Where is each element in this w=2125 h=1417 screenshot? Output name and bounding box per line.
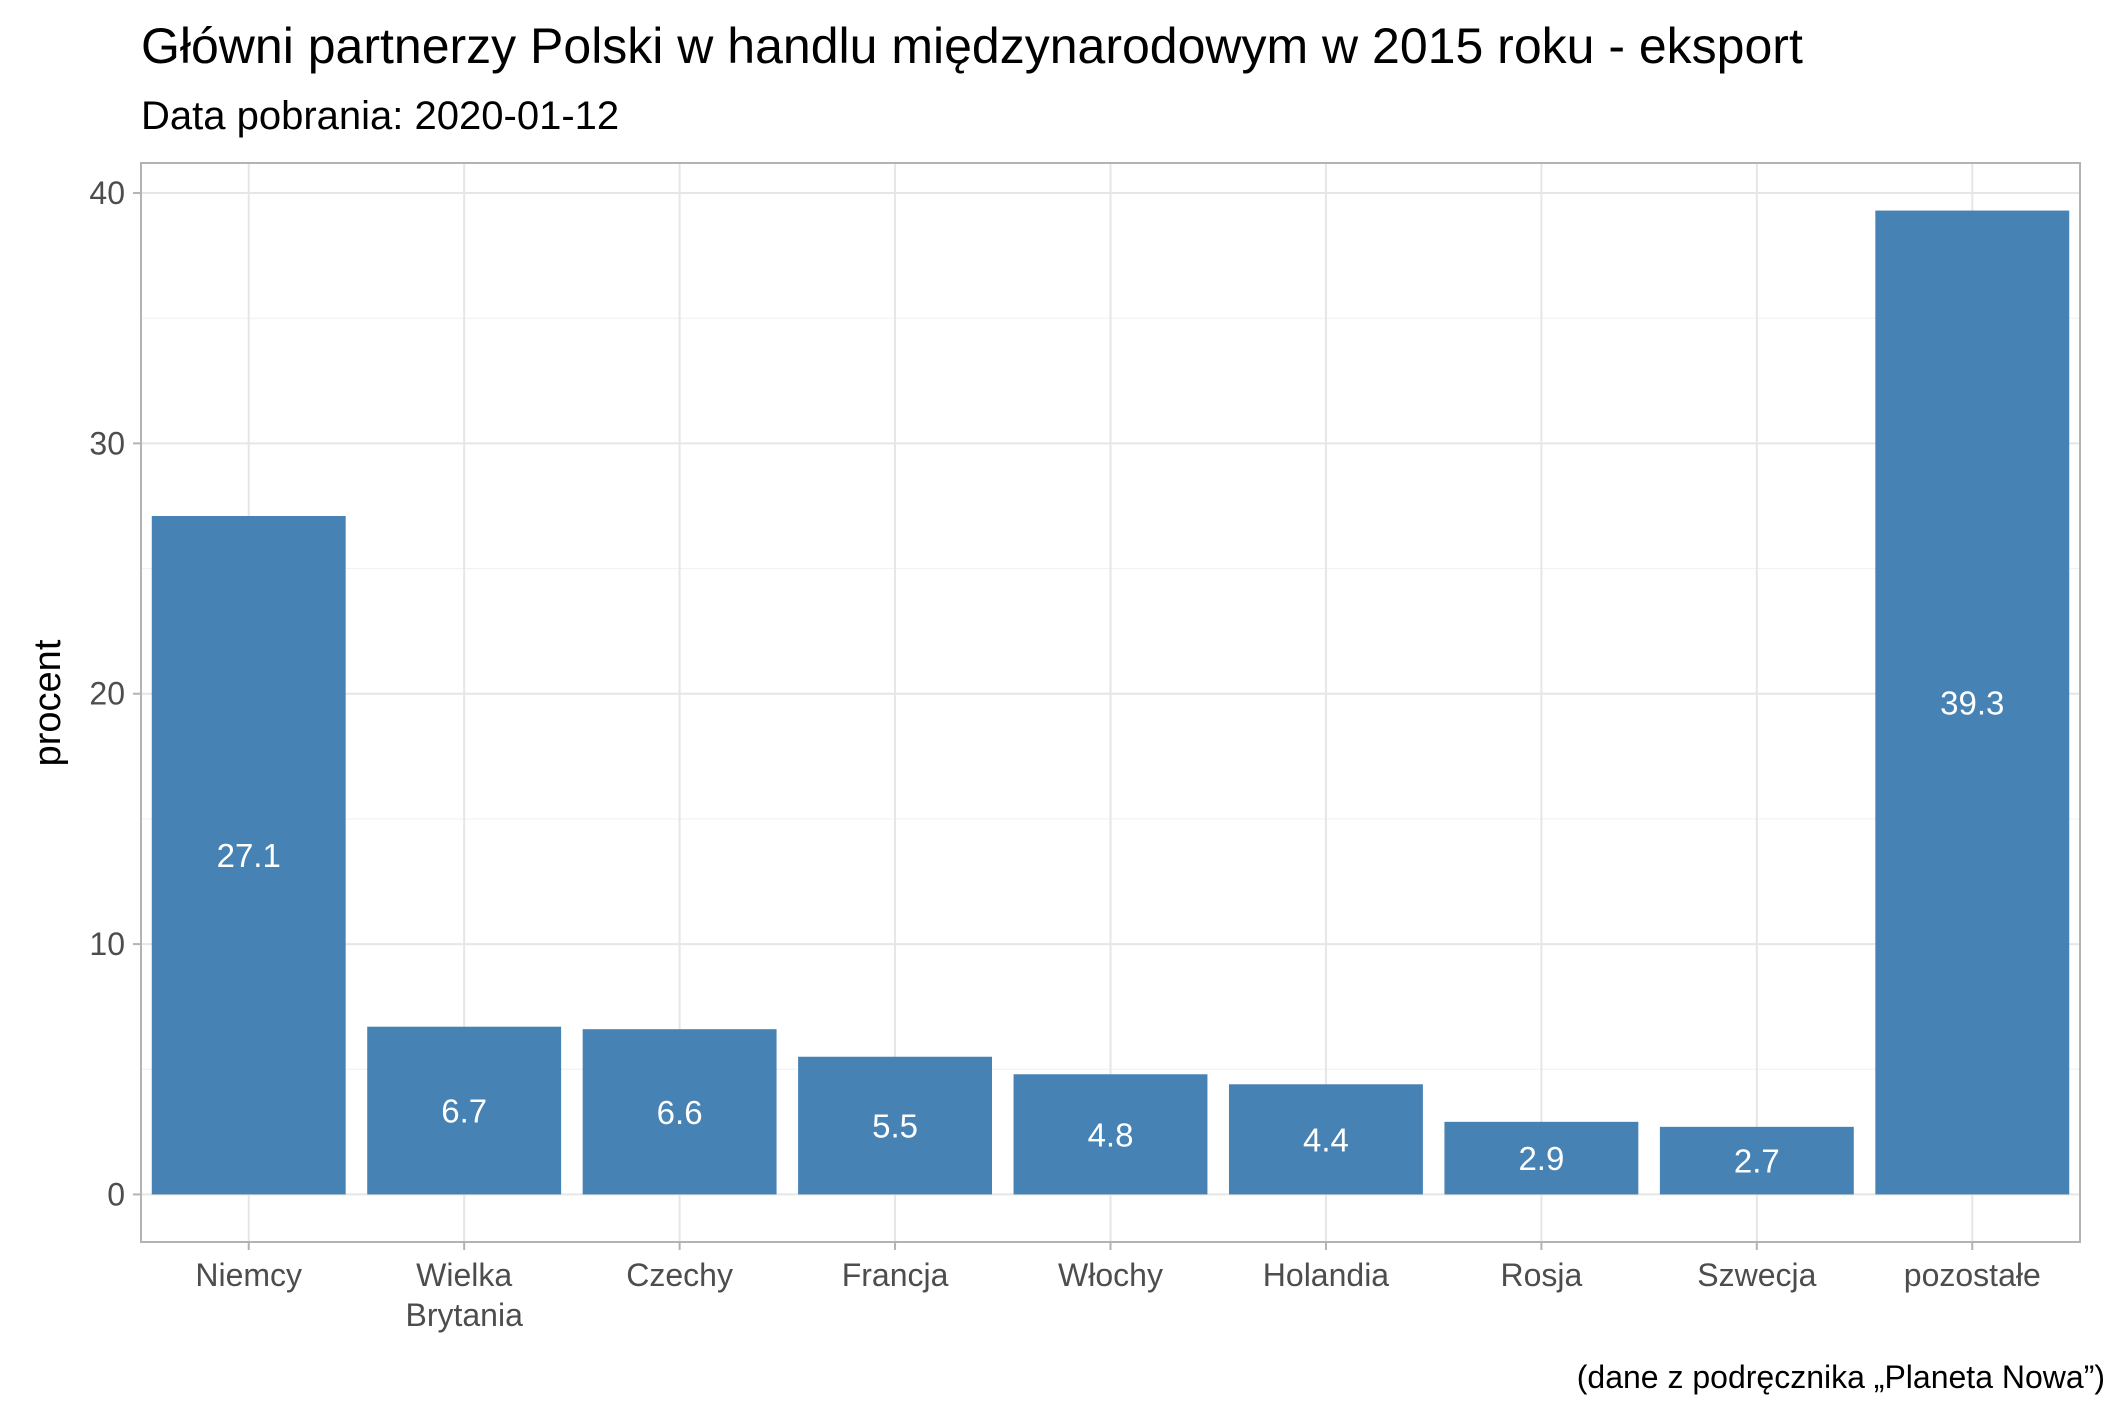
x-tick-label: Niemcy [195, 1257, 302, 1293]
y-axis: 0 10 20 30 40 [89, 175, 141, 1212]
bar-value-label: 4.4 [1303, 1121, 1349, 1158]
chart-subtitle: Data pobrania: 2020-01-12 [141, 94, 619, 138]
chart-caption: (dane z podręcznika „Planeta Nowa”) [1577, 1359, 2105, 1395]
x-tick-label: Włochy [1058, 1257, 1163, 1293]
x-tick-label: Rosja [1500, 1257, 1582, 1293]
bar [1875, 210, 2070, 1195]
bar [798, 1056, 993, 1195]
chart-title: Główni partnerzy Polski w handlu międzyn… [141, 18, 1803, 74]
bar-value-label: 4.8 [1088, 1116, 1134, 1153]
bars [151, 210, 2070, 1195]
bar [151, 515, 346, 1195]
bar [582, 1029, 777, 1195]
y-tick-label: 30 [89, 425, 125, 461]
x-tick-label: Wielka Brytania [405, 1257, 523, 1333]
y-tick-label: 10 [89, 926, 125, 962]
x-axis: Niemcy Wielka Brytania Czechy Francja Włochy H… [195, 1242, 2041, 1333]
bar [367, 1026, 562, 1195]
bar [1659, 1126, 1854, 1195]
bar-value-label: 6.6 [657, 1094, 703, 1131]
bar-value-label: 2.7 [1734, 1143, 1780, 1180]
x-tick-label: Francja [842, 1257, 949, 1293]
bar-value-label: 27.1 [217, 837, 281, 874]
x-tick-label: pozostałe [1904, 1257, 2041, 1293]
bar-value-label: 5.5 [872, 1108, 918, 1145]
y-tick-label: 20 [89, 676, 125, 712]
bar-value-label: 2.9 [1518, 1140, 1564, 1177]
y-tick-label: 40 [89, 175, 125, 211]
bar-value-label: 39.3 [1940, 685, 2004, 722]
x-tick-label: Szwecja [1697, 1257, 1816, 1293]
x-tick-label: Czechy [626, 1257, 733, 1293]
bar [1228, 1084, 1423, 1195]
bar-value-label: 6.7 [441, 1093, 487, 1130]
y-axis-title: procent [27, 639, 69, 766]
bar [1013, 1074, 1208, 1195]
y-tick-label: 0 [107, 1176, 125, 1212]
bar [1444, 1121, 1639, 1195]
x-tick-label: Holandia [1263, 1257, 1390, 1293]
bar-value-labels: 27.1 6.7 6.6 5.5 4.8 4.4 2.9 2.7 39.3 [217, 685, 2005, 1180]
